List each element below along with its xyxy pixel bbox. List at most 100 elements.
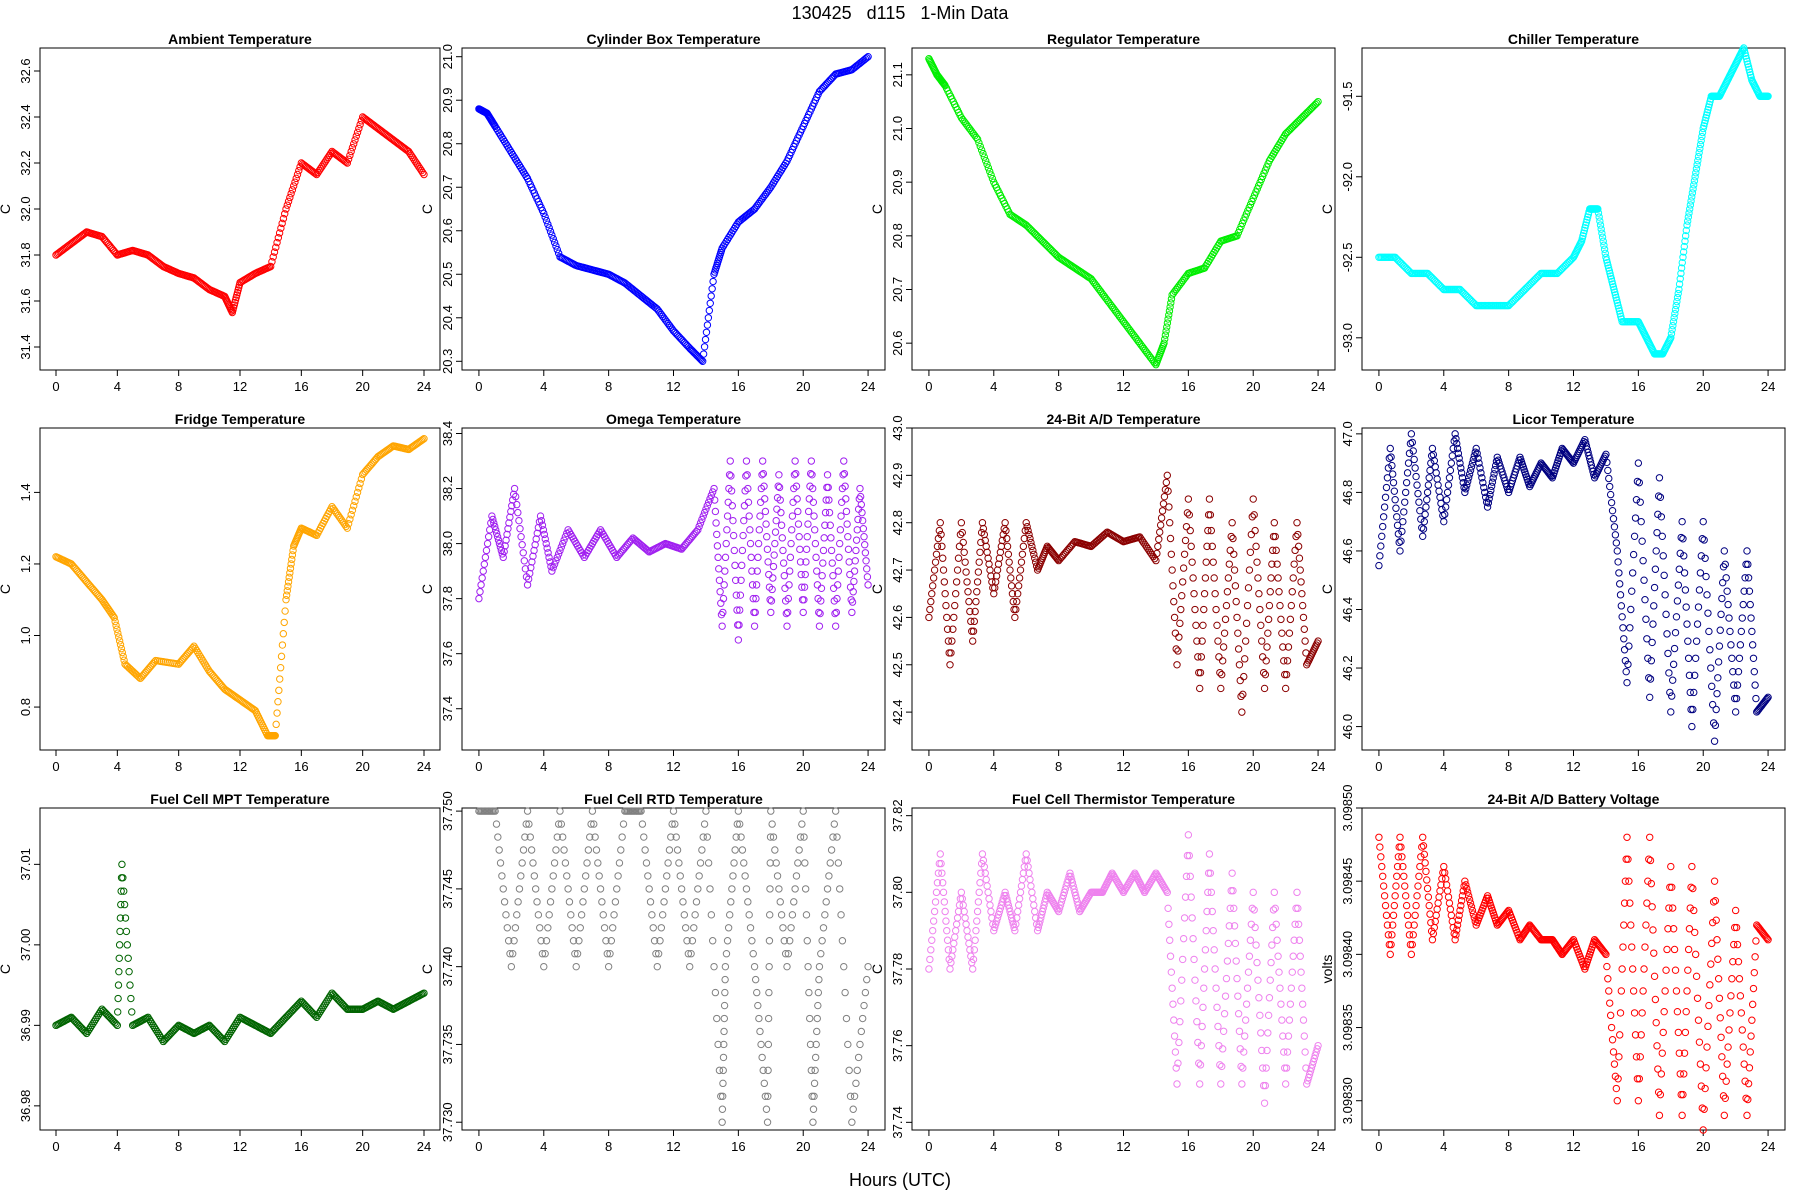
data-point xyxy=(819,924,828,932)
data-point xyxy=(1658,532,1666,541)
data-point xyxy=(114,994,122,1003)
data-point xyxy=(1446,466,1455,475)
data-point xyxy=(1248,904,1256,913)
data-point xyxy=(571,950,579,958)
data-point xyxy=(723,526,731,534)
data-point xyxy=(1183,509,1192,517)
y-tick-label: 42.7 xyxy=(890,557,905,582)
data-point xyxy=(840,962,848,971)
data-point xyxy=(196,652,205,661)
data-point xyxy=(1608,506,1617,515)
data-point xyxy=(769,833,778,841)
data-point xyxy=(119,652,127,661)
data-point xyxy=(1031,554,1039,562)
data-point xyxy=(190,642,198,650)
data-point xyxy=(938,869,946,877)
data-point xyxy=(695,872,703,880)
data-point xyxy=(1642,615,1650,623)
x-tick-label: 16 xyxy=(731,379,745,394)
data-point xyxy=(848,608,856,617)
data-point xyxy=(1312,1048,1320,1056)
data-point xyxy=(1224,574,1233,582)
data-point xyxy=(842,1014,851,1023)
data-point xyxy=(506,950,514,958)
data-point xyxy=(556,546,564,555)
data-point xyxy=(1628,587,1636,595)
data-point xyxy=(1404,459,1413,467)
panel-7 xyxy=(1356,427,1786,756)
data-point xyxy=(709,277,717,286)
data-point xyxy=(850,567,859,575)
data-point xyxy=(351,136,359,144)
data-point xyxy=(1706,981,1714,989)
data-point xyxy=(1631,514,1640,522)
data-point xyxy=(771,846,779,854)
data-point xyxy=(110,613,118,622)
data-point xyxy=(809,1118,817,1126)
data-point xyxy=(542,539,550,548)
data-point xyxy=(754,553,762,562)
data-point xyxy=(1163,319,1172,327)
data-point xyxy=(748,937,756,945)
data-point xyxy=(1689,705,1697,714)
data-point xyxy=(1681,1028,1690,1037)
data-point xyxy=(826,521,834,529)
data-point xyxy=(823,471,832,479)
y-axis-label: C xyxy=(1319,204,1335,214)
data-point xyxy=(986,901,994,909)
data-point xyxy=(1407,950,1416,959)
data-point xyxy=(1384,931,1393,939)
data-point xyxy=(1624,660,1632,669)
data-point xyxy=(1609,515,1618,523)
y-tick-label: 3.09850 xyxy=(1340,785,1355,832)
data-point xyxy=(492,529,501,537)
data-point xyxy=(1646,833,1654,841)
data-point xyxy=(1220,1010,1229,1018)
data-point xyxy=(1655,1111,1664,1120)
data-point xyxy=(744,498,753,507)
data-point xyxy=(1567,456,1576,465)
data-point xyxy=(1163,888,1171,897)
x-tick-label: 8 xyxy=(1505,1139,1512,1154)
data-point xyxy=(721,567,729,575)
data-point xyxy=(1461,488,1469,497)
data-point xyxy=(732,591,741,599)
data-point xyxy=(1639,557,1647,565)
data-point xyxy=(1634,459,1643,467)
data-point xyxy=(1622,667,1630,676)
data-point xyxy=(796,545,804,554)
data-point xyxy=(1631,1031,1640,1039)
data-point xyxy=(279,630,288,638)
data-point xyxy=(1668,904,1677,912)
data-point xyxy=(494,833,502,841)
data-point xyxy=(1169,582,1177,590)
data-point xyxy=(1425,474,1433,482)
y-tick-label: 31.4 xyxy=(18,334,33,359)
data-point xyxy=(1426,466,1434,475)
panel-title: Regulator Temperature xyxy=(1047,31,1200,47)
data-point xyxy=(718,622,726,630)
data-point xyxy=(1406,439,1415,448)
data-point xyxy=(742,457,751,465)
data-point xyxy=(813,1014,821,1023)
panel-title: Cylinder Box Temperature xyxy=(586,31,760,47)
data-point xyxy=(1483,503,1492,511)
data-point xyxy=(1738,1026,1746,1034)
data-point xyxy=(114,1008,122,1016)
data-point xyxy=(995,554,1004,562)
data-point xyxy=(964,933,972,941)
x-tick-label: 20 xyxy=(1246,1139,1260,1154)
data-point xyxy=(751,975,760,984)
data-point xyxy=(1420,517,1429,526)
data-point xyxy=(1698,535,1706,543)
data-point xyxy=(1726,1009,1734,1017)
data-point xyxy=(1669,660,1678,669)
data-point xyxy=(1682,226,1691,235)
data-point xyxy=(283,587,291,595)
data-point xyxy=(832,608,841,617)
data-point xyxy=(1463,888,1472,896)
data-point xyxy=(766,885,774,893)
data-point xyxy=(618,833,626,841)
data-point xyxy=(506,513,514,521)
x-tick-label: 20 xyxy=(355,379,369,394)
